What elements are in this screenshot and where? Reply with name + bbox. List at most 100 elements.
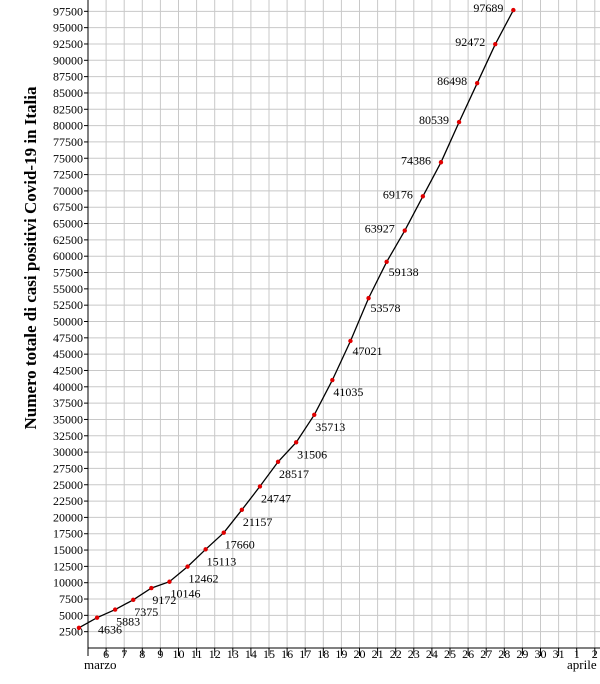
data-label: 41035 — [333, 385, 363, 399]
x-tick-label: 30 — [535, 647, 547, 661]
x-tick-label: 9 — [157, 647, 163, 661]
x-tick-label: 1 — [574, 647, 580, 661]
y-tick-label: 95000 — [53, 21, 83, 35]
data-point — [438, 160, 444, 165]
data-point — [167, 579, 172, 584]
data-point — [149, 585, 154, 591]
y-tick-label: 100000 — [47, 0, 83, 2]
data-point — [185, 564, 190, 569]
data-point — [94, 615, 100, 620]
y-tick-label: 90000 — [53, 53, 83, 67]
x-tick-label: 27 — [480, 647, 492, 661]
data-label: 63927 — [365, 222, 395, 236]
data-label: 35713 — [315, 420, 345, 434]
data-label: 47021 — [352, 344, 382, 358]
y-tick-label: 12500 — [53, 559, 83, 573]
x-tick-label: 20 — [354, 647, 366, 661]
y-tick-label: 25000 — [53, 478, 83, 492]
y-tick-labels: 2500500075001000012500150001750020000225… — [47, 0, 88, 639]
month-label-end: aprile — [567, 657, 597, 672]
data-label: 9172 — [152, 593, 176, 607]
y-tick-label: 32500 — [53, 429, 83, 443]
data-label: 12462 — [189, 572, 219, 586]
y-tick-label: 7500 — [59, 592, 83, 606]
y-tick-label: 60000 — [53, 249, 83, 263]
x-tick-label: 10 — [173, 647, 185, 661]
data-point — [221, 530, 226, 535]
y-tick-label: 80000 — [53, 119, 83, 133]
data-point — [275, 459, 281, 464]
x-tick-label: 22 — [390, 647, 402, 661]
y-tick-label: 17500 — [53, 527, 83, 541]
data-label: 97689 — [473, 1, 503, 15]
y-tick-label: 20000 — [53, 510, 83, 524]
y-tick-label: 5000 — [59, 608, 83, 622]
data-label: 80539 — [419, 113, 449, 127]
data-point — [239, 507, 245, 513]
x-tick-label: 6 — [103, 647, 109, 661]
y-tick-label: 22500 — [53, 494, 83, 508]
data-point — [257, 484, 263, 489]
data-point — [112, 607, 118, 612]
y-tick-label: 65000 — [53, 217, 83, 231]
data-label: 74386 — [401, 153, 431, 167]
series — [78, 9, 514, 629]
data-label: 92472 — [455, 35, 485, 49]
y-tick-label: 42500 — [53, 363, 83, 377]
data-point — [402, 228, 407, 233]
x-tick-label: 23 — [408, 647, 420, 661]
y-tick-label: 57500 — [53, 266, 83, 280]
data-point — [493, 41, 498, 47]
y-tick-label: 10000 — [53, 576, 83, 590]
x-tick-label: 8 — [139, 647, 145, 661]
data-label: 28517 — [279, 467, 309, 481]
data-point — [420, 194, 426, 199]
y-tick-label: 35000 — [53, 412, 83, 426]
month-label-start: marzo — [84, 657, 116, 672]
data-point — [203, 547, 208, 552]
data-point — [511, 7, 516, 13]
y-tick-label: 30000 — [53, 445, 83, 459]
y-tick-label: 72500 — [53, 168, 83, 182]
data-point — [330, 377, 335, 383]
data-label: 31506 — [297, 447, 327, 461]
grid — [87, 0, 600, 649]
x-tick-label: 15 — [263, 647, 275, 661]
x-tick-label: 11 — [191, 647, 203, 661]
data-point — [131, 597, 136, 603]
data-point — [456, 119, 462, 125]
y-tick-label: 77500 — [53, 135, 83, 149]
y-axis-title: Numero totale di casi positivi Covid-19 … — [21, 86, 40, 429]
x-tick-label: 12 — [209, 647, 221, 661]
y-tick-label: 70000 — [53, 184, 83, 198]
x-tick-label: 17 — [299, 647, 311, 661]
y-tick-label: 97500 — [53, 4, 83, 18]
data-label: 4636 — [98, 623, 122, 637]
data-point — [293, 440, 299, 445]
y-tick-label: 62500 — [53, 233, 83, 247]
x-tick-label: 13 — [227, 647, 239, 661]
y-tick-label: 92500 — [53, 37, 83, 51]
y-tick-label: 82500 — [53, 102, 83, 116]
x-tick-label: 19 — [335, 647, 347, 661]
y-tick-label: 37500 — [53, 396, 83, 410]
series-line — [78, 9, 514, 629]
x-tick-label: 18 — [317, 647, 329, 661]
x-tick-label: 28 — [498, 647, 510, 661]
data-point — [76, 625, 82, 631]
y-tick-label: 50000 — [53, 315, 83, 329]
axes — [87, 0, 600, 656]
x-tick-labels: 6 7 8 9 10 11 12 13 14 15 16 17 18 19 20 21 22 23 24 25 26 27… — [103, 647, 598, 661]
y-tick-label: 45000 — [53, 347, 83, 361]
y-tick-label: 55000 — [53, 282, 83, 296]
x-tick-label: 24 — [426, 647, 438, 661]
x-tick-label: 16 — [281, 647, 293, 661]
data-label: 69176 — [383, 187, 413, 201]
data-point — [312, 412, 317, 417]
y-tick-label: 47500 — [53, 331, 83, 345]
data-point — [348, 338, 353, 344]
data-point — [384, 259, 389, 265]
y-tick-label: 85000 — [53, 86, 83, 100]
x-tick-label: 7 — [121, 647, 127, 661]
x-tick-label: 14 — [245, 647, 257, 661]
